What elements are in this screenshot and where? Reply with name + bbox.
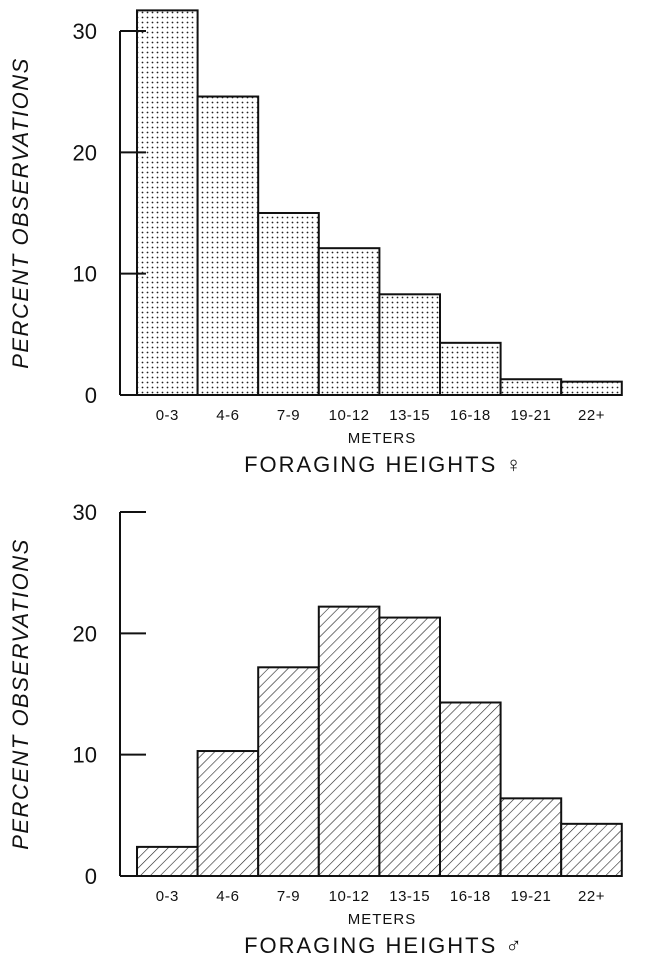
x-tick-label: 16-18 [450,888,491,905]
chart-title: FORAGING HEIGHTS ♀ [244,452,524,477]
x-tick-label: 0-3 [156,407,179,424]
bar-7-9 [257,212,320,396]
x-tick-label: 13-15 [389,888,430,905]
y-axis: 0 10 20 30 [73,500,146,889]
foraging-heights-male-chart: 0 10 20 30 0-3 4-6 7-9 10-12 13-15 16-18 19-21 22+… [8,500,623,958]
x-tick-label: 19-21 [510,888,551,905]
x-tick-label: 16-18 [450,407,491,424]
x-tick-labels: 0-3 4-6 7-9 10-12 13-15 16-18 19-21 22+ [156,888,605,905]
x-tick-label: 19-21 [510,407,551,424]
y-tick-label: 0 [85,864,97,889]
x-tick-label: 0-3 [156,888,179,905]
chart-panel-male: 0 10 20 30 0-3 4-6 7-9 10-12 13-15 16-18 19-21 22+… [0,481,653,962]
y-tick-label: 30 [73,19,97,44]
bars [136,605,623,878]
y-axis-label: PERCENT OBSERVATIONS [8,538,33,850]
y-ticks: 0 10 20 30 [73,19,146,408]
y-axis-label: PERCENT OBSERVATIONS [8,57,33,369]
y-tick-label: 10 [73,743,97,768]
bar-22+ [560,822,623,877]
y-tick-label: 20 [73,621,97,646]
bar-7-9 [257,666,320,877]
bars [136,9,623,397]
x-tick-label: 22+ [578,888,605,905]
x-axis-label: METERS [348,430,417,447]
y-tick-label: 0 [85,383,97,408]
y-axis: 0 10 20 30 [73,19,146,408]
x-tick-label: 10-12 [329,888,370,905]
chart-title: FORAGING HEIGHTS ♂ [244,933,524,958]
bar-13-15 [378,616,441,877]
x-tick-label: 13-15 [389,407,430,424]
y-tick-label: 30 [73,500,97,525]
y-tick-label: 10 [73,262,97,287]
y-ticks: 0 10 20 30 [73,500,146,889]
x-tick-label: 7-9 [277,888,300,905]
bar-0-3 [136,845,199,878]
bar-10-12 [317,605,381,877]
x-tick-label: 4-6 [216,888,239,905]
bar-22+ [560,380,623,396]
chart-panel-female: 0 10 20 30 0-3 4-6 7-9 10-12 13-15 16-18 19-21 22+… [8,9,623,477]
x-axis-label: METERS [348,911,417,928]
bar-13-15 [378,293,441,396]
bar-10-12 [317,247,381,396]
bar-19-21 [499,797,563,878]
bar-16-18 [439,701,502,877]
x-tick-label: 22+ [578,407,605,424]
bar-4-6 [196,750,260,878]
x-tick-labels: 0-3 4-6 7-9 10-12 13-15 16-18 19-21 22+ [156,407,605,424]
y-tick-label: 20 [73,140,97,165]
x-tick-label: 10-12 [329,407,370,424]
bar-19-21 [499,378,563,396]
bar-4-6 [196,95,260,397]
foraging-heights-female-chart: 0 10 20 30 0-3 4-6 7-9 10-12 13-15 16-18 19-21 22+… [8,9,623,477]
bar-16-18 [439,341,502,396]
x-tick-label: 4-6 [216,407,239,424]
x-tick-label: 7-9 [277,407,300,424]
bar-0-3 [136,9,199,397]
